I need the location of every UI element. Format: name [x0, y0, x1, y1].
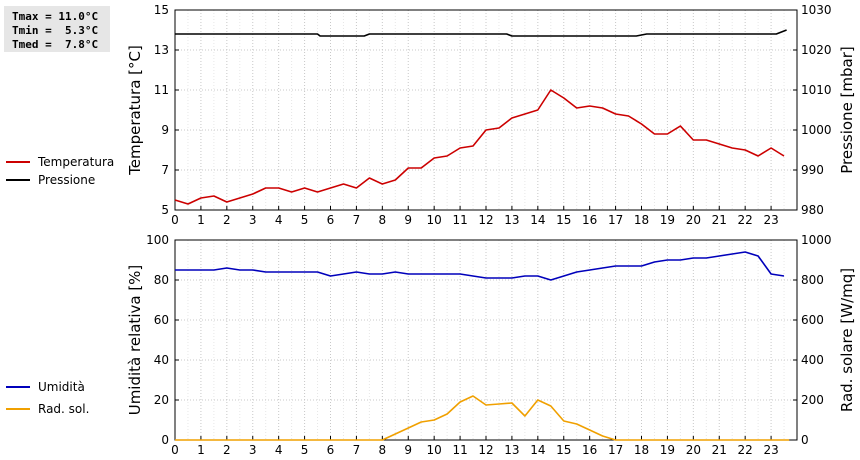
- y-right-tick-label: 800: [801, 273, 824, 287]
- x-tick-label: 8: [379, 443, 387, 457]
- y-tick-label: 80: [154, 273, 169, 287]
- y-right-tick-label: 990: [801, 163, 824, 177]
- x-tick-label: 5: [301, 443, 309, 457]
- x-tick-label: 3: [249, 443, 257, 457]
- y-right-tick-label: 200: [801, 393, 824, 407]
- x-tick-label: 22: [738, 443, 753, 457]
- x-tick-label: 0: [171, 443, 179, 457]
- y-tick-label: 15: [154, 3, 169, 17]
- x-tick-label: 0: [171, 213, 179, 227]
- y-right-tick-label: 1030: [801, 3, 832, 17]
- chart-panel-1: 0 1 2 3 4 5 6 7 8 9 10 11 12 13 14 15 16 17 18 19 20 21 22 2357…: [6, 3, 856, 227]
- y-tick-label: 100: [146, 233, 169, 247]
- x-tick-label: 10: [427, 213, 442, 227]
- x-tick-label: 18: [634, 443, 649, 457]
- x-tick-label: 3: [249, 213, 257, 227]
- y-right-axis-title: Rad. solare [W/mq]: [838, 268, 856, 412]
- y-tick-label: 7: [161, 163, 169, 177]
- x-tick-label: 23: [763, 213, 778, 227]
- y-right-tick-label: 600: [801, 313, 824, 327]
- y-tick-label: 40: [154, 353, 169, 367]
- x-tick-label: 23: [763, 443, 778, 457]
- x-tick-label: 12: [478, 213, 493, 227]
- x-tick-label: 9: [404, 213, 412, 227]
- series-line-temperatura: [174, 89, 785, 205]
- x-tick-label: 16: [582, 443, 597, 457]
- x-tick-label: 7: [353, 213, 361, 227]
- x-tick-label: 22: [738, 213, 753, 227]
- x-tick-label: 15: [556, 213, 571, 227]
- legend-label: Temperatura: [37, 155, 114, 169]
- x-tick-label: 10: [427, 443, 442, 457]
- x-tick-label: 12: [478, 443, 493, 457]
- y-right-tick-label: 0: [801, 433, 809, 447]
- legend-label: Rad. sol.: [38, 402, 89, 416]
- x-tick-label: 20: [686, 443, 701, 457]
- x-tick-label: 14: [530, 443, 545, 457]
- y-right-tick-label: 1020: [801, 43, 832, 57]
- x-tick-label: 21: [712, 213, 727, 227]
- legend-label: Pressione: [38, 173, 95, 187]
- x-tick-label: 1: [197, 213, 205, 227]
- y-right-tick-label: 1000: [801, 123, 832, 137]
- y-axis-title: Umidità relativa [%]: [126, 265, 144, 416]
- y-tick-label: 9: [161, 123, 169, 137]
- y-tick-label: 13: [154, 43, 169, 57]
- x-tick-label: 4: [275, 213, 283, 227]
- chart-panel-2: 0 1 2 3 4 5 6 7 8 9 10 11 12 13 14 15 16 17 18 19 20 21 22 2302…: [6, 233, 856, 457]
- x-tick-label: 15: [556, 443, 571, 457]
- x-tick-label: 7: [353, 443, 361, 457]
- series-line-umidit-: [175, 251, 785, 281]
- x-tick-label: 2: [223, 443, 231, 457]
- x-tick-label: 5: [301, 213, 309, 227]
- tmax-text: Tmax = 11.0°C: [12, 10, 99, 23]
- y-right-tick-label: 1010: [801, 83, 832, 97]
- stats-box: Tmax = 11.0°C Tmin = 5.3°C Tmed = 7.8°C: [4, 6, 110, 52]
- x-tick-label: 11: [452, 443, 467, 457]
- tmin-text: Tmin = 5.3°C: [12, 24, 99, 37]
- y-tick-label: 0: [161, 433, 169, 447]
- series-line-rad-sol-: [175, 395, 790, 441]
- y-right-tick-label: 980: [801, 203, 824, 217]
- y-axis-title: Temperatura [°C]: [126, 45, 144, 176]
- y-right-axis-title: Pressione [mbar]: [838, 46, 856, 174]
- x-tick-label: 17: [608, 213, 623, 227]
- y-right-tick-label: 400: [801, 353, 824, 367]
- x-tick-label: 19: [660, 213, 675, 227]
- tmed-text: Tmed = 7.8°C: [12, 38, 99, 51]
- x-tick-label: 9: [404, 443, 412, 457]
- x-tick-label: 21: [712, 443, 727, 457]
- legend-label: Umidità: [38, 380, 85, 394]
- x-tick-label: 1: [197, 443, 205, 457]
- x-tick-label: 4: [275, 443, 283, 457]
- x-tick-label: 20: [686, 213, 701, 227]
- y-tick-label: 5: [161, 203, 169, 217]
- x-tick-label: 13: [504, 443, 519, 457]
- x-tick-label: 14: [530, 213, 545, 227]
- y-tick-label: 20: [154, 393, 169, 407]
- x-tick-label: 17: [608, 443, 623, 457]
- x-tick-label: 18: [634, 213, 649, 227]
- x-tick-label: 6: [327, 443, 335, 457]
- x-tick-label: 6: [327, 213, 335, 227]
- x-tick-label: 16: [582, 213, 597, 227]
- y-right-tick-label: 1000: [801, 233, 832, 247]
- x-tick-label: 8: [379, 213, 387, 227]
- x-tick-label: 2: [223, 213, 231, 227]
- series-line-pressione: [175, 29, 787, 37]
- x-tick-label: 19: [660, 443, 675, 457]
- x-tick-label: 13: [504, 213, 519, 227]
- y-tick-label: 11: [154, 83, 169, 97]
- y-tick-label: 60: [154, 313, 169, 327]
- x-tick-label: 11: [452, 213, 467, 227]
